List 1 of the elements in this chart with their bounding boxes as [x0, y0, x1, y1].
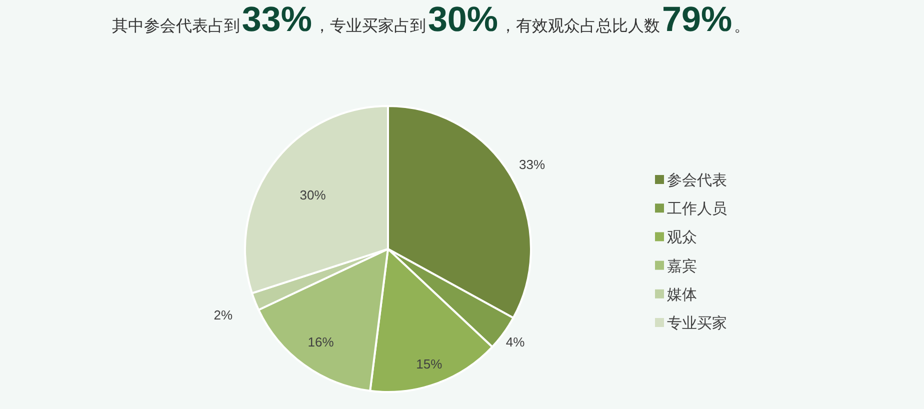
title: 其中参会代表占到33%，专业买家占到30%，有效观众占总比人数79%。 — [112, 0, 750, 39]
